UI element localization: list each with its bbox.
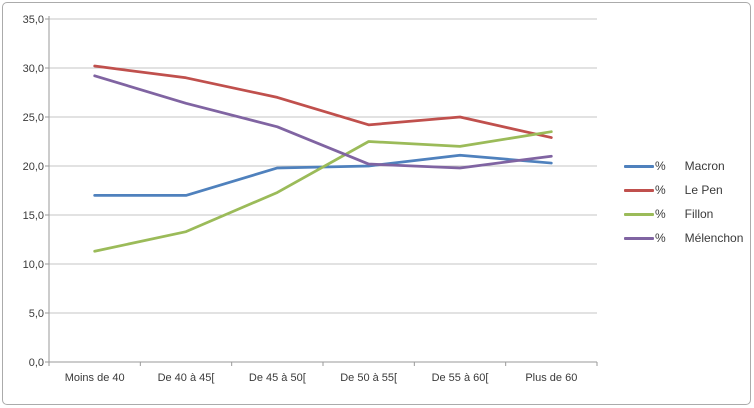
- legend-prefix: %: [655, 207, 666, 221]
- series-line-melenchon: [93, 74, 553, 170]
- y-gridlines: [49, 18, 597, 314]
- x-axis-label: Moins de 40: [65, 372, 125, 384]
- y-axis-label: 35,0: [23, 14, 44, 26]
- x-axis-label: De 45 à 50[: [249, 372, 306, 384]
- legend-prefix: %: [655, 159, 666, 173]
- x-axis-label: De 50 à 55[: [340, 372, 397, 384]
- y-axis-label: 25,0: [23, 112, 44, 124]
- x-axis-label: De 40 à 45[: [158, 372, 215, 384]
- y-axis-label: 15,0: [23, 210, 44, 222]
- y-axis: 0,0 5,0 10,0 15,0 20,0 25,0 30,0 35,0: [23, 14, 50, 369]
- legend-series-label: Mélenchon: [684, 231, 744, 245]
- y-axis-label: 10,0: [23, 259, 44, 271]
- legend-swatch-macron: [624, 164, 654, 168]
- x-axis: Moins de 40 De 40 à 45[ De 45 à 50[ De 50 à…: [48, 361, 598, 384]
- legend-series-label: Fillon: [684, 207, 714, 221]
- legend-item-fillon: % Fillon: [624, 202, 746, 226]
- legend-series-label: Macron: [684, 159, 725, 173]
- y-axis-label: 0,0: [29, 357, 44, 369]
- y-axis-label: 30,0: [23, 63, 44, 75]
- legend-prefix: %: [655, 231, 666, 245]
- legend-swatch-fillon: [624, 212, 654, 216]
- legend-item-macron: % Macron: [624, 154, 746, 178]
- legend-item-le-pen: % Le Pen: [624, 178, 746, 202]
- legend-series-label: Le Pen: [684, 183, 723, 197]
- legend: % Macron% Le Pen% Fillon% Mélenchon: [624, 154, 746, 250]
- legend-prefix: %: [655, 183, 666, 197]
- legend-item-melenchon: % Mélenchon: [624, 226, 746, 250]
- x-axis-label: De 55 à 60[: [432, 372, 489, 384]
- x-axis-label: Plus de 60: [525, 372, 577, 384]
- legend-swatch-melenchon: [624, 236, 654, 240]
- y-axis-label: 20,0: [23, 161, 44, 173]
- series-line-fillon: [93, 130, 553, 253]
- series-line-le-pen: [93, 64, 553, 139]
- legend-swatch-le-pen: [624, 188, 654, 192]
- y-axis-label: 5,0: [29, 308, 44, 320]
- series-line-macron: [93, 153, 553, 197]
